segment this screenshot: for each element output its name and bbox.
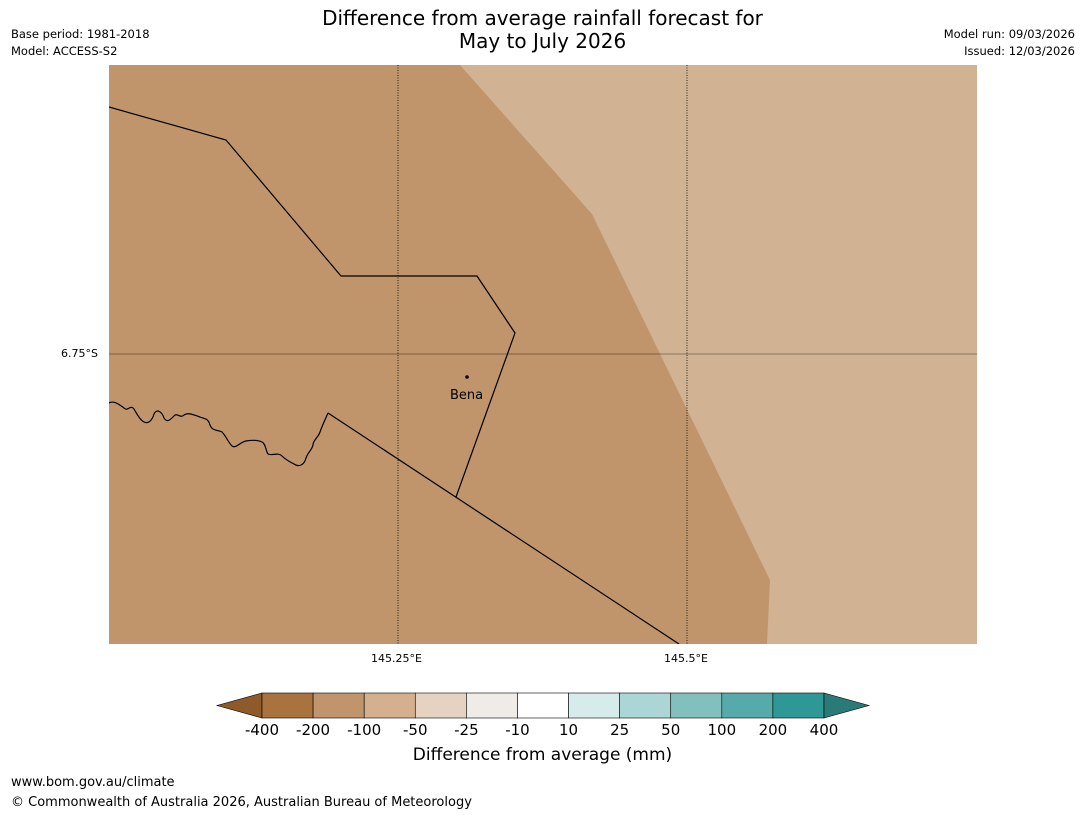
colorbar-under-arrow <box>215 692 263 719</box>
colorbar-title: Difference from average (mm) <box>412 745 673 765</box>
lat-label: 6.75°S <box>61 347 98 360</box>
colorbar-bin <box>772 692 825 719</box>
colorbar-bin <box>261 692 314 719</box>
colorbar-tick-label: -100 <box>347 721 382 739</box>
province-boundary-north <box>109 106 516 498</box>
province-boundary-south <box>327 412 680 644</box>
colorbar-bin <box>466 692 518 719</box>
model-name: Model: ACCESS-S2 <box>11 44 118 58</box>
title-line-2: May to July 2026 <box>458 29 627 53</box>
colorbar-over-arrow <box>823 692 871 719</box>
chart-title: Difference from average rainfall forecas… <box>0 7 1085 53</box>
colorbar-tick-label: -50 <box>403 721 428 739</box>
footer-copyright: © Commonwealth of Australia 2026, Austra… <box>11 795 472 810</box>
colorbar-bin <box>670 692 723 719</box>
colorbar-tick-label: -200 <box>296 721 331 739</box>
model-run: Model run: 09/03/2026 <box>943 27 1075 41</box>
colorbar-tick-label: 200 <box>758 721 788 739</box>
colorbar-bin <box>312 692 365 719</box>
colorbar-tick-label: 400 <box>809 721 839 739</box>
colorbar-bins <box>261 692 825 719</box>
colorbar-bin <box>619 692 672 719</box>
lon-label-1: 145.25°E <box>371 652 422 665</box>
coastline-boundary <box>109 401 329 467</box>
footer-url: www.bom.gov.au/climate <box>11 775 175 790</box>
lon-label-2: 145.5°E <box>664 652 708 665</box>
title-line-1: Difference from average rainfall forecas… <box>322 6 763 30</box>
meta-left: Base period: 1981-2018 Model: ACCESS-S2 <box>11 26 150 60</box>
place-label-bena: Bena <box>450 388 484 403</box>
colorbar <box>215 692 871 719</box>
issued-date: Issued: 12/03/2026 <box>964 44 1075 58</box>
colorbar-tick-label: 100 <box>707 721 737 739</box>
colorbar-tick-label: -25 <box>454 721 479 739</box>
colorbar-tick-label: 25 <box>610 721 630 739</box>
colorbar-tick-label: -10 <box>505 721 530 739</box>
colorbar-bin <box>414 692 467 719</box>
colorbar-bin <box>363 692 416 719</box>
place-marker-bena <box>465 375 469 379</box>
colorbar-tick-label: -400 <box>244 721 280 739</box>
meta-right: Model run: 09/03/2026 Issued: 12/03/2026 <box>944 26 1075 60</box>
colorbar-tick-label: 10 <box>558 721 579 739</box>
colorbar-bin <box>517 692 569 719</box>
colorbar-bin <box>721 692 774 719</box>
light-region <box>460 65 977 644</box>
base-period: Base period: 1981-2018 <box>11 27 150 41</box>
colorbar-tick-label: 50 <box>661 721 681 739</box>
colorbar-bin <box>568 692 620 719</box>
